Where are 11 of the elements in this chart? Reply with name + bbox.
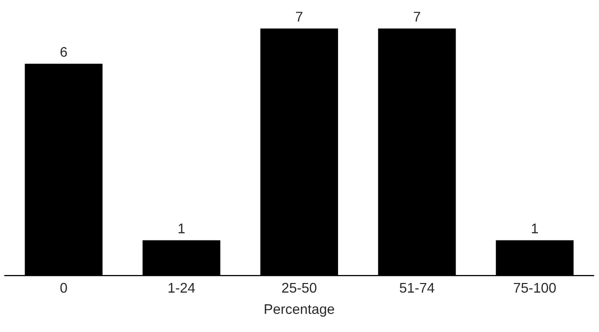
data-label: 1: [532, 224, 538, 234]
x-tick-label: 51-74: [400, 283, 434, 293]
x-tick-label: 0: [60, 282, 67, 293]
x-tick-label: 75-100: [514, 282, 556, 293]
data-label: 7: [414, 12, 420, 22]
data-label: 7: [296, 12, 302, 22]
data-label: 6: [60, 47, 67, 57]
x-tick-label: 1-24: [168, 282, 195, 293]
x-axis-title: Percentage: [264, 304, 334, 317]
data-label: 1: [178, 224, 185, 234]
x-tick-label: 25-50: [282, 282, 316, 293]
